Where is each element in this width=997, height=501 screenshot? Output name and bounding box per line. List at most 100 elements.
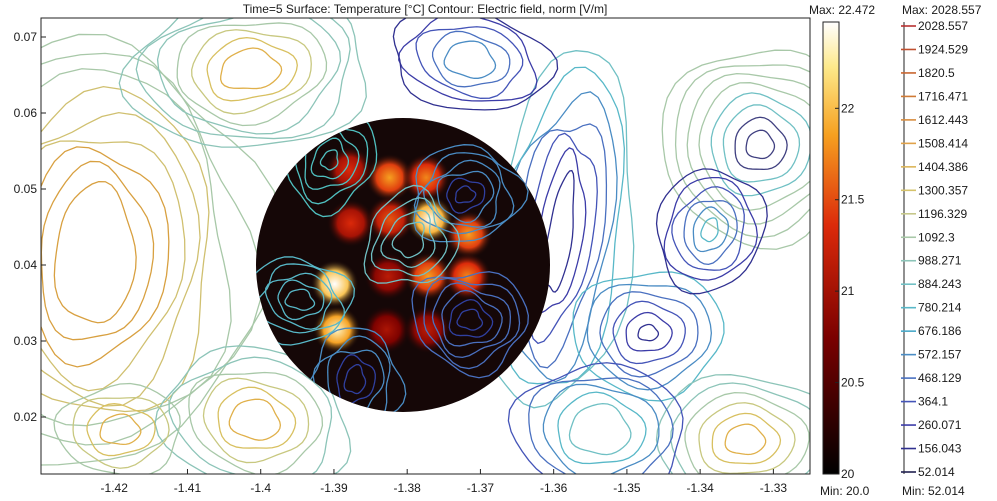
x-tick-label: -1.41 [174,481,202,495]
contour-line [431,282,512,359]
contour-line [256,263,346,334]
contour-line [724,423,767,456]
contour-line [188,371,324,474]
contour-line [72,396,170,469]
contour-line [456,308,484,331]
contour-line [336,354,376,405]
contour-line [422,159,501,228]
contour-line [431,30,511,88]
contour-line [202,377,310,464]
contour-line [655,374,810,474]
contour-line [398,18,538,102]
contour-line [41,68,232,427]
temperature-hot-spot [402,153,451,202]
contour-line [206,36,298,102]
efield-colorbar: Max: 2028.557 2028.557 1924.529 1820.5 1716… [901,3,982,498]
contour-line [217,386,297,449]
efield-level-label: 468.129 [918,371,962,385]
contour-line [168,356,333,474]
contour-line [568,402,632,456]
contour-line [191,29,312,115]
contour-line [305,327,407,412]
contour-line [284,288,316,311]
y-tick-label: 0.06 [14,106,38,120]
contour-line [176,22,328,127]
contour-line [310,137,350,180]
contour-line [319,149,339,171]
contour-line [413,152,515,235]
temperature-hot-spot [364,252,413,301]
temperature-tick-label: 20.5 [841,376,865,390]
efield-level-label: 1924.529 [918,42,968,56]
contour-line [692,206,729,253]
temperature-hot-spot [362,305,411,354]
efield-level-label: 1612.443 [918,113,968,127]
y-axis: 0.07 0.06 0.05 0.04 0.03 0.02 [14,30,46,424]
x-tick-label: -1.39 [320,481,348,495]
temperature-hot-spot [403,305,452,354]
contour-line [41,146,170,368]
contour-line [711,412,782,465]
temperature-hot-spot [312,305,361,354]
contour-line [392,18,559,111]
temperature-hot-spot [365,153,414,202]
contour-line [625,311,673,352]
contour-line [454,185,477,204]
temperature-hot-spot [444,210,493,259]
temperature-hot-spot [404,252,453,301]
efield-level-label: 2028.557 [918,19,968,33]
contour-line [41,86,210,413]
contour-line [220,47,283,90]
efield-level-label: 156.043 [918,442,962,456]
temperature-colorbar: Max: 22.472 22 21.5 21 20.5 20 Min: 20.0 [809,3,875,498]
x-axis: -1.42 -1.41 -1.4 -1.39 -1.38 -1.37 -1.36 -1.35 -… [101,469,788,495]
contour-line [156,18,342,135]
efield-level-label: 572.157 [918,348,962,362]
temperature-min-label: Min: 20.0 [820,484,870,498]
x-tick-label: -1.36 [540,481,568,495]
contour-line [655,168,768,295]
contour-line [448,298,494,338]
temperature-tick-label: 20 [841,467,855,481]
contour-line [637,323,660,342]
contour-line [363,184,461,284]
contour-line [228,398,282,441]
x-tick-label: -1.38 [394,481,422,495]
efield-level-label: 1404.386 [918,160,968,174]
efield-level-label: 260.071 [918,418,962,432]
contour-line [722,104,801,183]
efield-level-label: 1820.5 [918,66,955,80]
contour-line [599,291,699,378]
x-tick-label: -1.35 [613,481,641,495]
contour-line [557,391,647,465]
contour-line [674,64,810,239]
efield-colorbar-levels: 2028.557 1924.529 1820.5 1716.471 1612.443 15… [901,19,968,479]
efield-level-label: 364.1 [918,395,948,409]
x-tick-label: -1.33 [760,481,788,495]
contour-line [698,82,810,211]
contour-line [528,377,674,474]
contour-line [542,169,575,293]
contour-line [343,363,367,395]
plot-frame [40,17,811,475]
contour-line [671,186,745,271]
contour-line [446,177,486,214]
temperature-tick-label: 22 [841,101,855,115]
contour-line [256,256,355,346]
contour-line [99,413,142,446]
efield-min-label: Min: 52.014 [902,484,965,498]
efield-level-label: 1092.3 [918,230,955,244]
contour-line [683,200,738,266]
x-tick-label: -1.42 [101,481,129,495]
x-tick-label: -1.4 [250,481,271,495]
efield-level-label: 1300.357 [918,183,968,197]
contour-line [441,289,503,347]
contour-line [663,176,758,281]
contour-line [277,279,325,321]
contour-line [391,221,425,259]
contour-line [415,26,524,99]
contour-line [612,300,686,365]
contour-line [135,18,351,140]
efield-level-label: 676.186 [918,324,962,338]
temperature-hot-spot [366,195,415,244]
